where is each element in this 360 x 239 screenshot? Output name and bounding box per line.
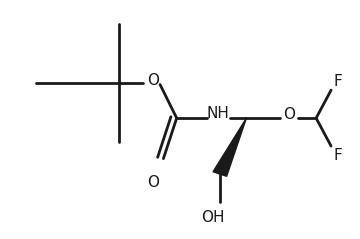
Text: O: O xyxy=(148,73,159,88)
Text: O: O xyxy=(284,107,296,122)
Text: F: F xyxy=(333,74,342,89)
Polygon shape xyxy=(213,118,246,176)
Text: O: O xyxy=(148,175,159,190)
Text: F: F xyxy=(333,148,342,163)
Text: NH: NH xyxy=(207,106,230,121)
Text: OH: OH xyxy=(202,210,225,225)
